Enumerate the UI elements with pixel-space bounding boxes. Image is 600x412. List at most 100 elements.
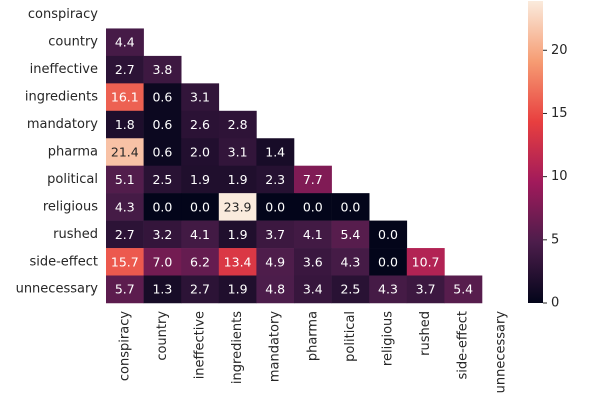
heatmap-cell bbox=[181, 165, 220, 194]
heatmap-cell bbox=[406, 275, 445, 304]
x-tick-label: unnecessary bbox=[493, 311, 508, 394]
heatmap-cell bbox=[406, 248, 445, 276]
y-tick-label: political bbox=[47, 172, 98, 187]
heatmap-cell bbox=[143, 248, 182, 276]
cell-value-label: 2.7 bbox=[115, 227, 135, 242]
heatmap-cell bbox=[331, 193, 370, 221]
x-tick-label: mandatory bbox=[268, 311, 283, 382]
cell-value-label: 1.9 bbox=[190, 172, 210, 187]
cell-value-label: 21.4 bbox=[111, 144, 139, 159]
heatmap-cell bbox=[294, 220, 332, 249]
cell-value-label: 4.4 bbox=[115, 35, 135, 50]
heatmap-cell bbox=[143, 110, 182, 139]
colorbar-tick-label: 10 bbox=[551, 169, 568, 184]
heatmap-cell bbox=[256, 138, 295, 166]
heatmap-cell bbox=[256, 220, 295, 249]
cell-value-label: 3.4 bbox=[303, 282, 323, 297]
cell-value-label: 4.9 bbox=[265, 254, 285, 269]
x-tick-label: political bbox=[343, 311, 358, 362]
heatmap-cell bbox=[106, 165, 144, 194]
colorbar-tick-label: 20 bbox=[551, 43, 568, 58]
cell-value-label: 2.5 bbox=[340, 282, 360, 297]
cell-value-label: 1.9 bbox=[228, 227, 248, 242]
cell-value-label: 0.0 bbox=[303, 199, 323, 214]
colorbar-tick-label: 5 bbox=[551, 232, 559, 247]
x-tick-label: side-effect bbox=[456, 311, 471, 380]
heatmap-cell bbox=[106, 275, 144, 304]
colorbar-tick-label: 0 bbox=[551, 296, 559, 311]
cell-value-label: 3.1 bbox=[190, 90, 210, 105]
heatmap-cell bbox=[218, 220, 257, 249]
cell-value-label: 2.5 bbox=[152, 172, 172, 187]
heatmap-cell bbox=[181, 248, 220, 276]
cell-value-label: 6.2 bbox=[190, 254, 210, 269]
y-tick-label: mandatory bbox=[27, 117, 98, 132]
cell-value-label: 4.3 bbox=[340, 254, 360, 269]
cell-value-label: 4.3 bbox=[115, 199, 135, 214]
y-tick-label: pharma bbox=[48, 144, 98, 159]
heatmap-cell bbox=[143, 275, 182, 304]
cell-value-label: 1.8 bbox=[115, 117, 135, 132]
x-tick-label: rushed bbox=[418, 311, 433, 356]
colorbar bbox=[528, 1, 543, 303]
cell-value-label: 2.6 bbox=[190, 117, 210, 132]
cell-value-label: 3.8 bbox=[152, 62, 172, 77]
heatmap-cell bbox=[218, 138, 257, 166]
heatmap-cell bbox=[218, 110, 257, 139]
cell-value-label: 1.4 bbox=[265, 144, 285, 159]
heatmap-cell bbox=[106, 28, 144, 57]
cell-value-label: 0.6 bbox=[152, 144, 172, 159]
heatmap-cell bbox=[331, 248, 370, 276]
y-tick-label: side-effect bbox=[29, 254, 98, 269]
heatmap-cell bbox=[256, 248, 295, 276]
cell-value-label: 5.4 bbox=[453, 282, 473, 297]
heatmap-cell bbox=[106, 55, 144, 84]
heatmap-cell bbox=[181, 220, 220, 249]
cell-value-label: 1.9 bbox=[228, 172, 248, 187]
heatmap-cell bbox=[181, 138, 220, 166]
cell-value-label: 13.4 bbox=[224, 254, 252, 269]
cell-value-label: 5.4 bbox=[340, 227, 360, 242]
cell-value-label: 2.8 bbox=[228, 117, 248, 132]
heatmap-cell bbox=[369, 220, 408, 249]
heatmap-cell bbox=[181, 275, 220, 304]
cell-value-label: 4.1 bbox=[303, 227, 323, 242]
cell-value-label: 0.0 bbox=[378, 227, 398, 242]
cell-value-label: 2.3 bbox=[265, 172, 285, 187]
heatmap-cell bbox=[143, 138, 182, 166]
heatmap-cell bbox=[369, 275, 408, 304]
cell-value-label: 3.7 bbox=[416, 282, 436, 297]
x-tick-label: ineffective bbox=[193, 311, 208, 379]
y-tick-label: rushed bbox=[53, 227, 98, 242]
heatmap-cell bbox=[143, 83, 182, 112]
cell-value-label: 7.7 bbox=[303, 172, 323, 187]
cell-value-label: 5.7 bbox=[115, 282, 135, 297]
cell-value-label: 0.6 bbox=[152, 90, 172, 105]
y-tick-label: ingredients bbox=[25, 90, 98, 105]
cell-value-label: 3.2 bbox=[152, 227, 172, 242]
heatmap-cell bbox=[369, 248, 408, 276]
cell-value-label: 2.0 bbox=[190, 144, 210, 159]
cell-value-label: 10.7 bbox=[412, 254, 440, 269]
cell-value-label: 4.1 bbox=[190, 227, 210, 242]
cell-value-label: 15.7 bbox=[111, 254, 139, 269]
heatmap-cell bbox=[256, 193, 295, 221]
heatmap-cell bbox=[218, 193, 257, 221]
cell-value-label: 7.0 bbox=[152, 254, 172, 269]
cell-value-label: 0.0 bbox=[152, 199, 172, 214]
cell-value-label: 0.6 bbox=[152, 117, 172, 132]
cell-value-label: 1.9 bbox=[228, 282, 248, 297]
cell-value-label: 3.7 bbox=[265, 227, 285, 242]
y-tick-label: conspiracy bbox=[28, 7, 98, 22]
cell-value-label: 16.1 bbox=[111, 90, 139, 105]
x-tick-label: country bbox=[155, 311, 170, 361]
heatmap-cell bbox=[218, 275, 257, 304]
heatmap-cell bbox=[106, 220, 144, 249]
heatmap-cell bbox=[181, 110, 220, 139]
heatmap-cell bbox=[331, 275, 370, 304]
heatmap-cell bbox=[143, 165, 182, 194]
heatmap-cell bbox=[106, 193, 144, 221]
cell-value-label: 3.6 bbox=[303, 254, 323, 269]
cell-value-label: 0.0 bbox=[265, 199, 285, 214]
